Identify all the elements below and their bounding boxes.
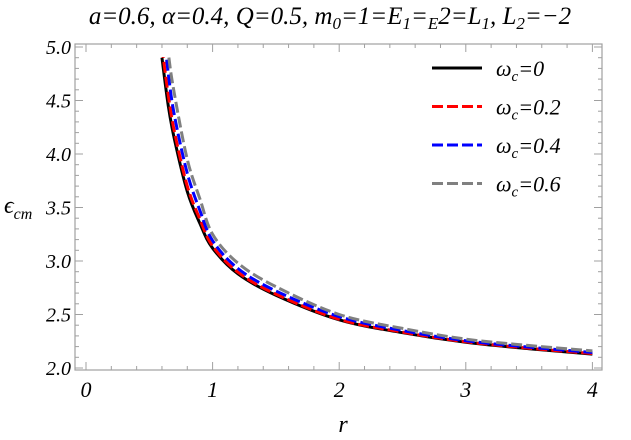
legend-value: =0.2 [518, 95, 560, 120]
title-part: = [411, 3, 428, 30]
legend-label: ωc=0.4 [496, 133, 561, 162]
y-tick-label: 5.0 [46, 37, 71, 59]
title-part: L [467, 3, 482, 30]
y-axis-label-main: ϵ [4, 193, 15, 219]
y-axis-label-sub: cm [14, 206, 33, 223]
legend-sub: c [512, 108, 519, 124]
title-part: = [451, 3, 468, 30]
legend-label: ωc=0.2 [496, 95, 561, 124]
x-tick-label: 3 [459, 377, 471, 402]
chart-title: a=0.6, α=0.4, Q=0.5, m0=1=E1=E2=L1, L2=−… [89, 3, 571, 33]
title-part: a=0.6, [89, 3, 162, 30]
y-tick-label: 4.5 [46, 91, 71, 113]
title-part: α [162, 3, 176, 30]
legend-value: =0.6 [518, 172, 560, 197]
x-tick-label: 4 [587, 377, 598, 402]
title-part: 2 [438, 3, 451, 30]
legend-symbol: ω [496, 172, 512, 197]
title-part: E [427, 14, 439, 33]
title-part: =1= [341, 3, 387, 30]
title-part: =−2 [525, 3, 571, 30]
series-line-2 [164, 57, 593, 354]
y-tick-label: 2.0 [46, 358, 71, 380]
y-tick-label: 2.5 [46, 305, 71, 327]
y-axis-label: ϵcm [4, 193, 32, 223]
title-part: E [386, 3, 402, 30]
legend-symbol: ω [496, 56, 512, 81]
title-part: 2 [516, 14, 525, 33]
y-tick-label: 3.5 [45, 198, 71, 220]
series-line-3 [167, 57, 593, 353]
legend-label: ωc=0.6 [496, 172, 561, 201]
title-part: Q [236, 3, 254, 30]
legend: ωc=0ωc=0.2ωc=0.4ωc=0.6 [432, 56, 561, 201]
title-part: , [490, 3, 503, 30]
title-part: =0.5, [254, 3, 315, 30]
legend-symbol: ω [496, 95, 512, 120]
title-part: 1 [402, 14, 411, 33]
title-part: 1 [482, 14, 491, 33]
series-lines [160, 57, 593, 356]
y-tick-label: 4.0 [46, 144, 71, 166]
title-part: L [502, 3, 517, 30]
title-part: m [314, 3, 332, 30]
x-tick-label: 0 [81, 377, 92, 402]
legend-value: =0.4 [518, 133, 560, 158]
ticks [75, 44, 602, 370]
y-tick-label: 3.0 [45, 251, 71, 273]
legend-sub: c [512, 69, 519, 85]
x-tick-label: 1 [207, 377, 218, 402]
x-axis-label: r [338, 412, 348, 438]
title-part: =0.4, [175, 3, 236, 30]
legend-label: ωc=0 [496, 56, 544, 85]
legend-sub: c [512, 185, 519, 201]
x-tick-label: 2 [334, 377, 345, 402]
tick-labels: 0 1 2 3 4 2.0 2.5 3.0 3.5 4.0 4.5 5.0 [45, 37, 598, 402]
series-line-1 [161, 57, 593, 356]
title-part: 0 [332, 14, 341, 33]
legend-symbol: ω [496, 133, 512, 158]
legend-sub: c [512, 146, 519, 162]
legend-value: =0 [518, 56, 544, 81]
